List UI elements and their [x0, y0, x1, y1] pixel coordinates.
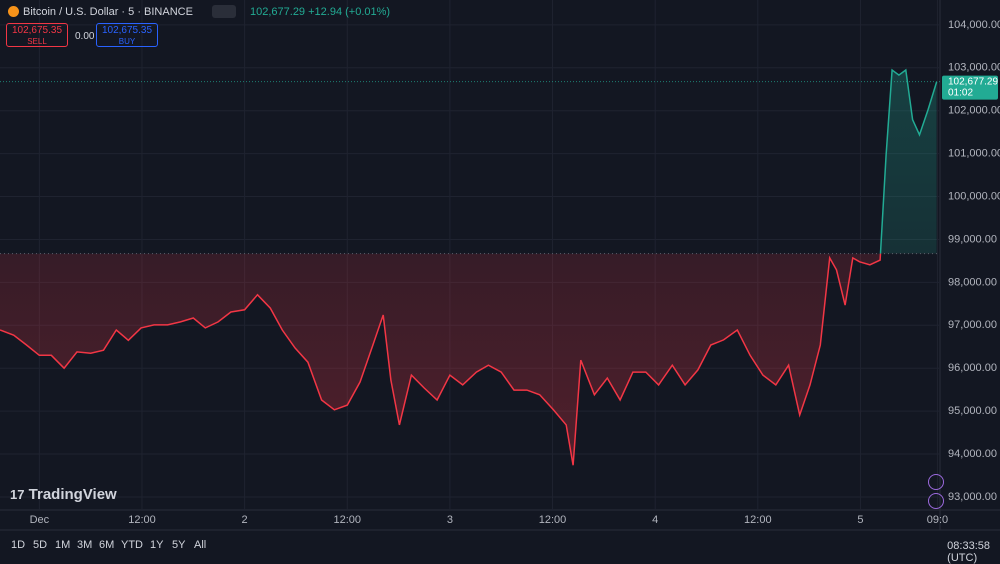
x-tick-label: 2	[242, 514, 248, 526]
buy-label: BUY	[118, 37, 136, 46]
y-tick-label: 98,000.00	[948, 276, 997, 288]
logo[interactable]: 17 TradingView	[10, 486, 117, 503]
y-tick-label: 100,000.00	[948, 190, 1000, 202]
range-button[interactable]: 6M	[99, 539, 115, 551]
y-tick-label: 94,000.00	[948, 448, 997, 460]
y-tick-label: 93,000.00	[948, 491, 997, 503]
range-button[interactable]: 5D	[33, 539, 48, 551]
title: Bitcoin / U.S. Dollar · 5 · BINANCE	[23, 6, 193, 18]
sell-price: 102,675.35	[11, 25, 63, 36]
area-up	[880, 70, 937, 254]
range-button[interactable]: 3M	[77, 539, 93, 551]
logo-text: TradingView	[28, 486, 117, 503]
y-tick-label: 96,000.00	[948, 362, 997, 374]
y-tick-label: 95,000.00	[948, 405, 997, 417]
y-tick-label: 99,000.00	[948, 233, 997, 245]
countdown: 01:02	[948, 87, 973, 98]
add-icon[interactable]	[928, 474, 944, 490]
area-down	[0, 253, 937, 466]
spread: 0.00	[75, 31, 95, 42]
range-button[interactable]: YTD	[121, 539, 143, 551]
x-tick-label: 12:00	[128, 514, 156, 526]
x-tick-label: 4	[652, 514, 658, 526]
y-tick-label: 97,000.00	[948, 319, 997, 331]
symbol-title[interactable]: Bitcoin / U.S. Dollar · 5 · BINANCE	[8, 6, 193, 18]
x-tick-label: 12:00	[744, 514, 772, 526]
y-tick-label: 104,000.00	[948, 19, 1000, 31]
alert-icon[interactable]	[928, 493, 944, 509]
price-tag-label: 102,677.29	[948, 76, 998, 87]
last-price: 102,677.29	[250, 6, 306, 18]
quote: 102,677.29 +12.94 (+0.01%)	[250, 6, 390, 18]
line-down	[0, 253, 882, 466]
y-tick-label: 102,000.00	[948, 105, 1000, 117]
range-button[interactable]: 1Y	[150, 539, 164, 551]
buy-button[interactable]: 102,675.35 BUY	[96, 23, 158, 47]
buy-price: 102,675.35	[101, 25, 153, 36]
price-tag	[942, 75, 998, 100]
x-tick-label: 12:00	[333, 514, 361, 526]
clock[interactable]: 08:33:58 (UTC)	[947, 540, 990, 564]
sell-button[interactable]: 102,675.35 SELL	[6, 23, 68, 47]
x-tick-label: 3	[447, 514, 453, 526]
status-icons[interactable]	[212, 5, 236, 18]
y-tick-label: 103,000.00	[948, 62, 1000, 74]
range-button[interactable]: 5Y	[172, 539, 186, 551]
toolbar-bg	[0, 530, 1000, 562]
y-tick-label: 101,000.00	[948, 148, 1000, 160]
x-tick-label: 5	[857, 514, 863, 526]
range-button[interactable]: All	[194, 539, 207, 551]
x-tick-label: Dec	[30, 514, 50, 526]
range-button[interactable]: 1D	[11, 539, 26, 551]
range-button[interactable]: 1M	[55, 539, 71, 551]
x-tick-label: 09:0	[927, 514, 948, 526]
change: +12.94 (+0.01%)	[308, 6, 391, 18]
sell-label: SELL	[27, 37, 47, 46]
x-tick-label: 12:00	[539, 514, 567, 526]
